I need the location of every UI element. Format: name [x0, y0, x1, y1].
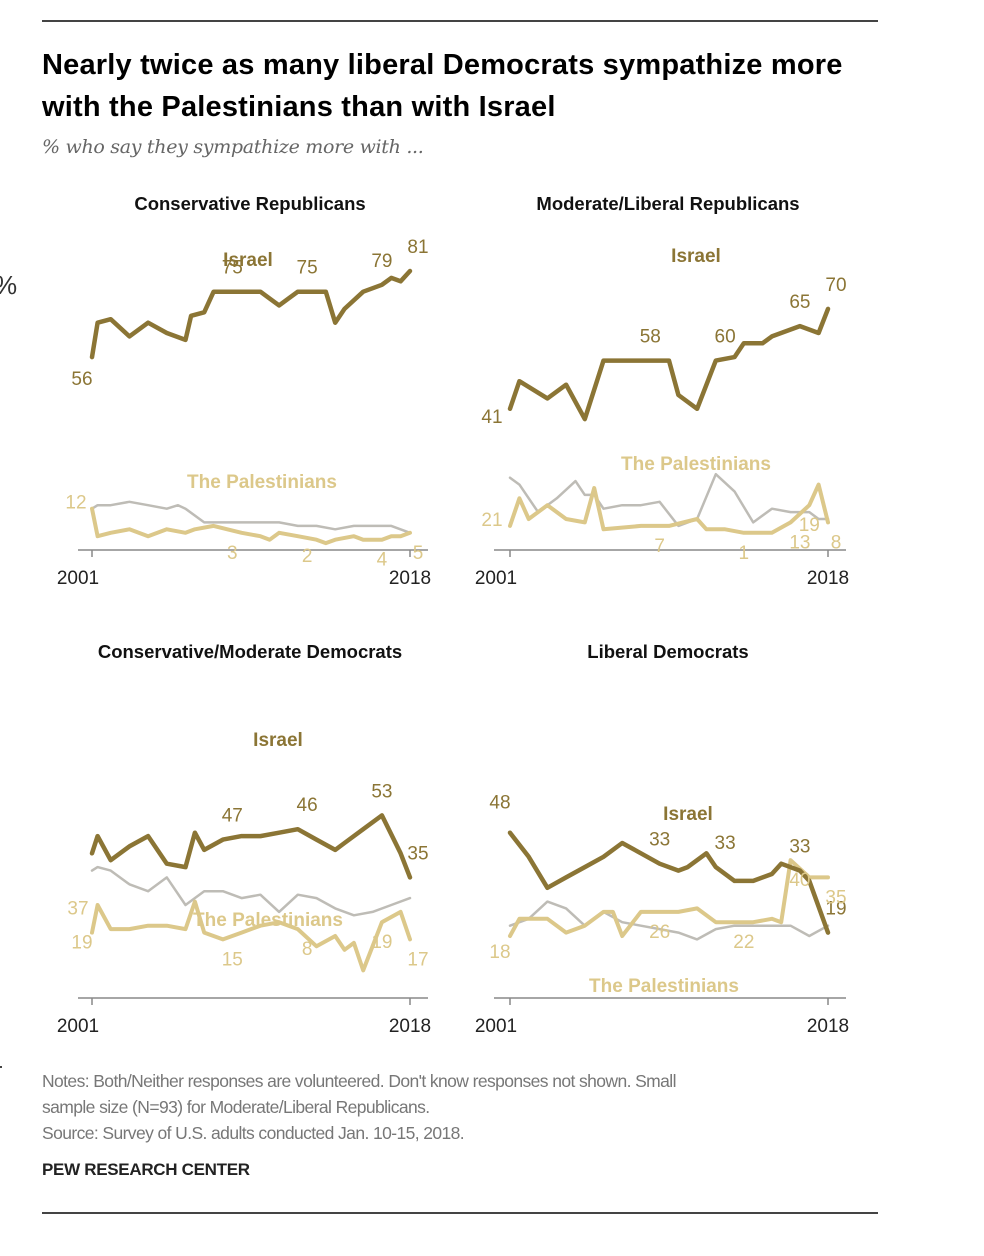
series-line-other: [90, 500, 412, 535]
data-label: 81: [407, 237, 428, 258]
data-label: 53: [371, 781, 392, 802]
panel-4: Liberal Democrats 2001 2018 Israel The Pales…: [475, 641, 849, 1037]
series-line-other: [508, 900, 830, 941]
data-label: 15: [222, 949, 243, 970]
data-label: 12: [65, 493, 86, 514]
data-label: 37: [67, 899, 88, 920]
data-label: 2: [302, 546, 313, 567]
notes-line-2: sample size (N=93) for Moderate/Liberal …: [42, 1097, 430, 1117]
panel-title: Conservative Republicans: [134, 193, 365, 214]
panel-2: Moderate/Liberal Republicans 2001 2018 Isra…: [475, 193, 849, 589]
notes: Notes: Both/Neither responses are volunt…: [42, 1068, 872, 1146]
data-label: 8: [302, 939, 313, 960]
data-label: 47: [222, 806, 243, 827]
data-label: 8: [831, 532, 842, 553]
data-label: 26: [649, 922, 670, 943]
data-label: 19: [825, 899, 846, 920]
data-label: 56: [71, 369, 92, 390]
data-label: 58: [640, 327, 661, 348]
data-label: 75: [297, 258, 318, 279]
source-credit: PEW RESEARCH CENTER: [42, 1160, 250, 1179]
series-name-palestinians: The Palestinians: [589, 976, 739, 997]
series-line-palestinians: [90, 899, 412, 973]
series-name-israel: Israel: [223, 250, 273, 271]
small-multiples-chart: Conservative Republicans 2001 2018 Israel Th…: [57, 193, 849, 1037]
series-line-israel: [89, 813, 413, 880]
x-tick-label: 2018: [389, 568, 431, 589]
data-label: 19: [371, 932, 392, 953]
x-tick-label: 2018: [389, 1016, 431, 1037]
data-label: 21: [481, 510, 502, 531]
data-label: 41: [481, 407, 502, 428]
data-label: 70: [825, 275, 846, 296]
series-name-israel: Israel: [663, 804, 713, 825]
panel-title: Liberal Democrats: [587, 641, 748, 662]
data-label: 1: [739, 543, 750, 564]
series-line-palestinians: [508, 482, 830, 535]
series-name-israel: Israel: [671, 246, 721, 267]
series-name-palestinians: The Palestinians: [187, 472, 337, 493]
data-label: 33: [715, 833, 736, 854]
data-label: 48: [489, 793, 510, 814]
data-label: 35: [407, 843, 428, 864]
data-label: 4: [377, 550, 388, 571]
edge-fragment-mark: [0, 1066, 2, 1068]
data-label: 46: [297, 795, 318, 816]
data-label: 19: [799, 515, 820, 536]
edge-fragment: %: [0, 270, 17, 301]
x-tick-label: 2001: [475, 568, 517, 589]
data-label: 35: [825, 887, 846, 908]
data-label: 18: [489, 942, 510, 963]
panel-title: Moderate/Liberal Republicans: [536, 193, 799, 214]
data-label: 5: [413, 543, 424, 564]
data-label: 17: [407, 949, 428, 970]
panel-title: Conservative/Moderate Democrats: [98, 641, 402, 662]
panel-1: Conservative Republicans 2001 2018 Israel Th…: [57, 193, 431, 589]
series-name-palestinians: The Palestinians: [193, 910, 343, 931]
x-tick-label: 2018: [807, 568, 849, 589]
data-label: 19: [71, 933, 92, 954]
chart-title: Nearly twice as many liberal Democrats s…: [42, 49, 843, 123]
data-label: 40: [789, 870, 810, 891]
x-tick-label: 2001: [57, 1016, 99, 1037]
series-line-israel: [507, 830, 831, 935]
series-line-other: [508, 472, 830, 528]
series-name-israel: Israel: [253, 730, 303, 751]
data-label: 13: [789, 532, 810, 553]
x-tick-label: 2001: [57, 568, 99, 589]
x-tick-label: 2001: [475, 1016, 517, 1037]
data-label: 60: [715, 327, 736, 348]
panel-3: Conservative/Moderate Democrats 2001 2018 I…: [57, 641, 431, 1037]
data-label: 22: [733, 932, 754, 953]
x-tick-label: 2018: [807, 1016, 849, 1037]
series-line-israel: [507, 306, 831, 422]
notes-line-1: Notes: Both/Neither responses are volunt…: [42, 1071, 676, 1091]
series-line-palestinians: [90, 506, 412, 546]
data-label: 33: [649, 830, 670, 851]
chart-subtitle: % who say they sympathize more with ...: [42, 136, 424, 158]
series-line-palestinians: [508, 858, 830, 938]
top-rule: [42, 20, 878, 22]
notes-line-3: Source: Survey of U.S. adults conducted …: [42, 1123, 465, 1143]
series-name-palestinians: The Palestinians: [621, 454, 771, 475]
series-line-other: [90, 865, 412, 917]
data-label: 33: [789, 837, 810, 858]
data-label: 65: [789, 292, 810, 313]
series-line-israel: [89, 268, 413, 360]
data-label: 7: [654, 536, 665, 557]
data-label: 75: [222, 258, 243, 279]
bottom-rule: [42, 1212, 878, 1214]
data-label: 79: [371, 251, 392, 272]
data-label: 3: [227, 543, 238, 564]
